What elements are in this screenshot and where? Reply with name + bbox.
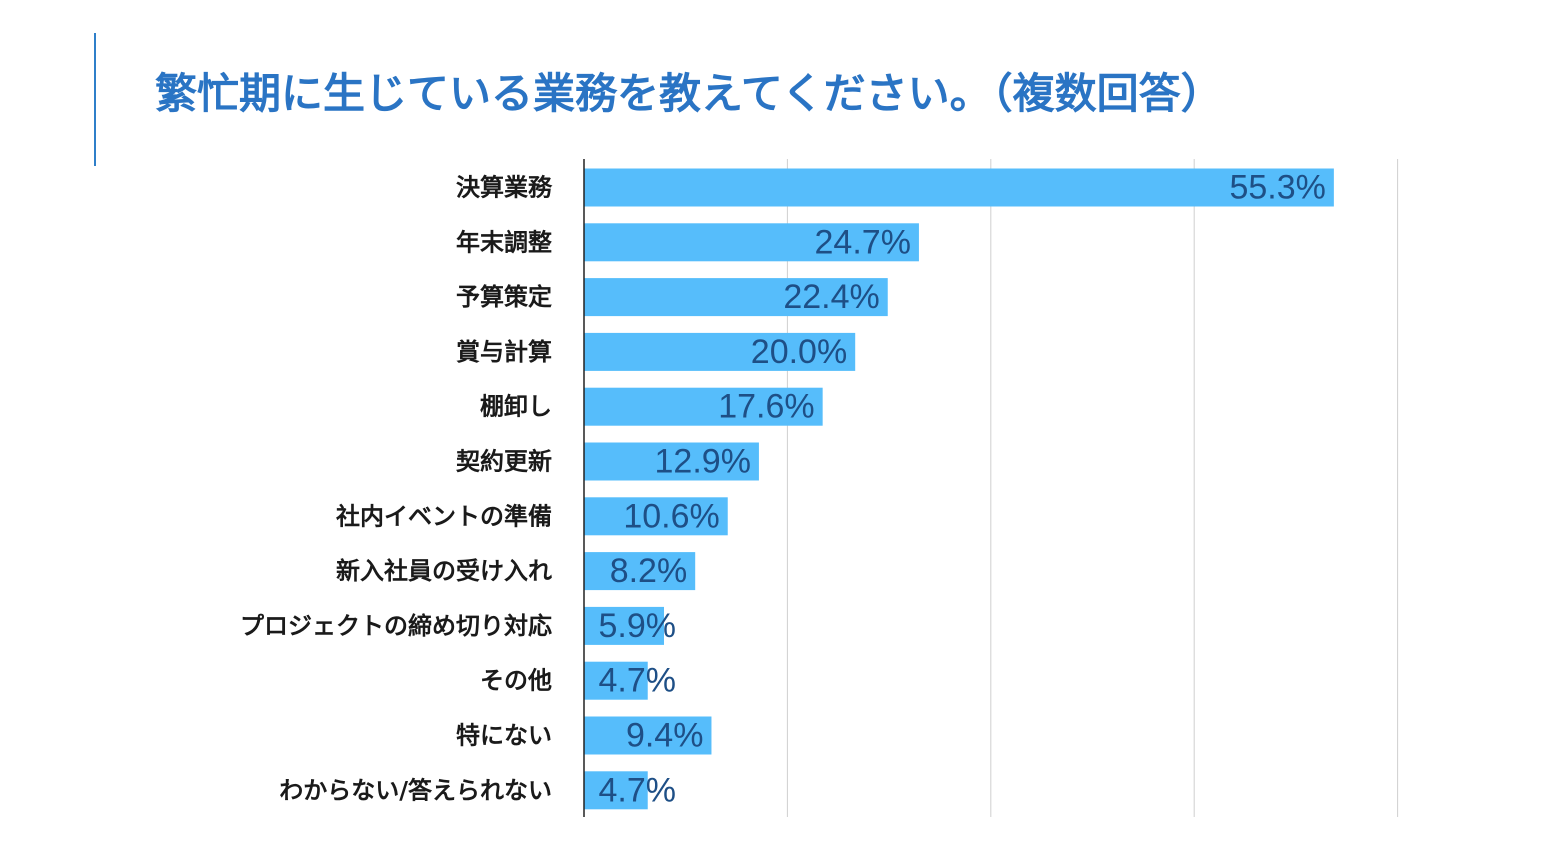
bar-value-label: 4.7% — [599, 771, 677, 809]
category-label: 社内イベントの準備 — [336, 502, 552, 530]
bar — [584, 278, 888, 317]
bar — [584, 771, 648, 810]
bar-value-label: 8.2% — [610, 552, 688, 590]
bar-value-label: 17.6% — [718, 388, 814, 426]
bar — [584, 661, 648, 700]
category-label: 特にない — [456, 722, 552, 750]
bar-value-label: 12.9% — [655, 443, 751, 481]
bar — [584, 497, 728, 536]
bar — [584, 223, 919, 262]
category-label: 新入社員の受け入れ — [336, 557, 552, 585]
category-label: その他 — [480, 667, 552, 695]
bar — [584, 332, 856, 371]
category-label: プロジェクトの締め切り対応 — [240, 612, 552, 640]
bar-value-label: 9.4% — [626, 717, 704, 755]
category-label: 棚卸し — [480, 393, 552, 421]
bar — [584, 606, 665, 645]
bar — [584, 168, 1334, 207]
bar-value-label: 10.6% — [623, 497, 719, 535]
category-label: 決算業務 — [456, 174, 553, 202]
bar-value-label: 4.7% — [599, 662, 677, 700]
bar — [584, 387, 823, 426]
bar-value-label: 5.9% — [599, 607, 677, 645]
bar-value-label: 22.4% — [783, 278, 879, 316]
bar — [584, 552, 696, 591]
category-label: 賞与計算 — [456, 338, 552, 366]
bar-value-label: 20.0% — [751, 333, 847, 371]
category-label: 予算策定 — [456, 283, 552, 311]
chart-title: 繁忙期に生じている業務を教えてください。（複数回答） — [155, 69, 1223, 118]
bar — [584, 716, 712, 755]
bar-value-label: 55.3% — [1229, 169, 1325, 207]
bar-value-label: 24.7% — [815, 223, 911, 261]
category-label: 年末調整 — [456, 228, 552, 256]
title-accent-line — [94, 33, 96, 166]
category-label: わからない/答えられない — [279, 776, 552, 804]
category-label: 契約更新 — [456, 448, 552, 476]
bar — [584, 442, 759, 481]
